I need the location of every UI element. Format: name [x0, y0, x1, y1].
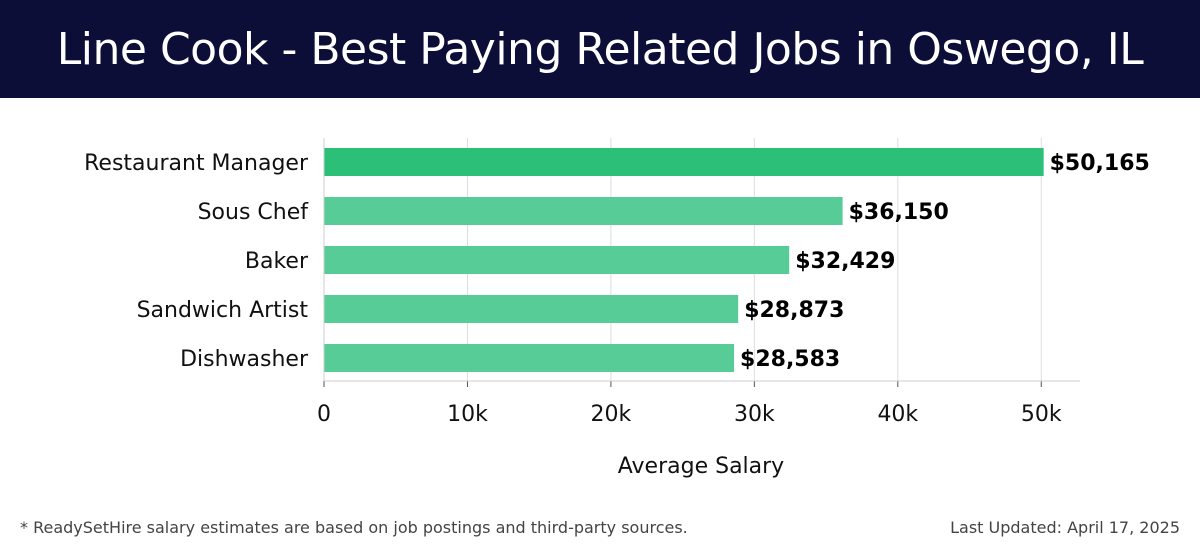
x-tick-label: 10k [447, 402, 488, 427]
x-axis: 0 10k 20k 30k 40k 50k Average Salary [317, 138, 1080, 479]
category-label: Restaurant Manager [84, 151, 309, 176]
category-label: Sous Chef [198, 200, 310, 225]
value-labels: $50,165 $36,150 $32,429 $28,873 $28,583 [740, 151, 1150, 372]
bar [324, 295, 739, 323]
category-label: Sandwich Artist [137, 298, 309, 323]
bar [324, 148, 1044, 176]
x-tick-label: 40k [877, 402, 918, 427]
data-label: $36,150 [849, 200, 949, 225]
header-banner: Line Cook - Best Paying Related Jobs in … [0, 0, 1200, 98]
x-axis-title: Average Salary [618, 454, 784, 479]
footer-note: * ReadySetHire salary estimates are base… [20, 518, 688, 537]
bar [324, 246, 790, 274]
category-labels: Restaurant Manager Sous Chef Baker Sandwich… [84, 151, 309, 372]
salary-bar-chart: Restaurant Manager Sous Chef Baker Sandwich… [84, 138, 1150, 479]
data-label: $28,873 [744, 298, 844, 323]
x-tick-label: 20k [591, 402, 632, 427]
data-label: $32,429 [795, 249, 895, 274]
x-tick-label: 0 [317, 402, 331, 427]
x-tick-label: 50k [1021, 402, 1062, 427]
data-label: $28,583 [740, 347, 840, 372]
bar [324, 344, 735, 372]
last-updated: Last Updated: April 17, 2025 [950, 518, 1180, 537]
bar [324, 197, 843, 225]
chart-title: Line Cook - Best Paying Related Jobs in … [56, 23, 1144, 75]
data-label: $50,165 [1050, 151, 1150, 176]
x-tick-label: 30k [734, 402, 775, 427]
category-label: Baker [245, 249, 309, 274]
category-label: Dishwasher [180, 347, 309, 372]
bars [324, 148, 1044, 372]
